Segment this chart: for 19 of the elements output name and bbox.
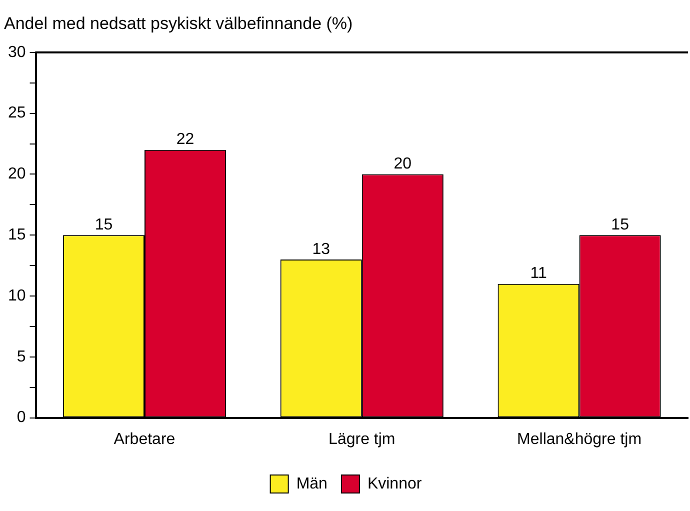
data-label: 15 (611, 216, 630, 234)
y-tick-label: 25 (8, 104, 26, 122)
data-label: 20 (394, 156, 412, 173)
data-label: 22 (176, 131, 194, 148)
y-tick-label: 0 (16, 409, 26, 426)
legend-label: Män (296, 475, 328, 492)
x-tick-label: Mellan&högre tjm (517, 430, 642, 448)
data-label: 15 (94, 216, 113, 234)
data-label: 13 (312, 240, 330, 258)
chart-title: Andel med nedsatt psykiskt välbefinnande (%) (4, 14, 353, 33)
data-label: 11 (530, 265, 547, 282)
x-tick-label: Arbetare (114, 430, 176, 448)
x-tick-label: Lägre tjm (328, 430, 396, 448)
y-tick-label: 5 (16, 348, 26, 366)
y-tick-label: 10 (8, 287, 26, 304)
legend-label: Kvinnor (367, 475, 422, 492)
y-tick-label: 30 (8, 44, 26, 61)
y-tick-label: 20 (8, 166, 26, 183)
y-tick-label: 15 (8, 226, 26, 244)
